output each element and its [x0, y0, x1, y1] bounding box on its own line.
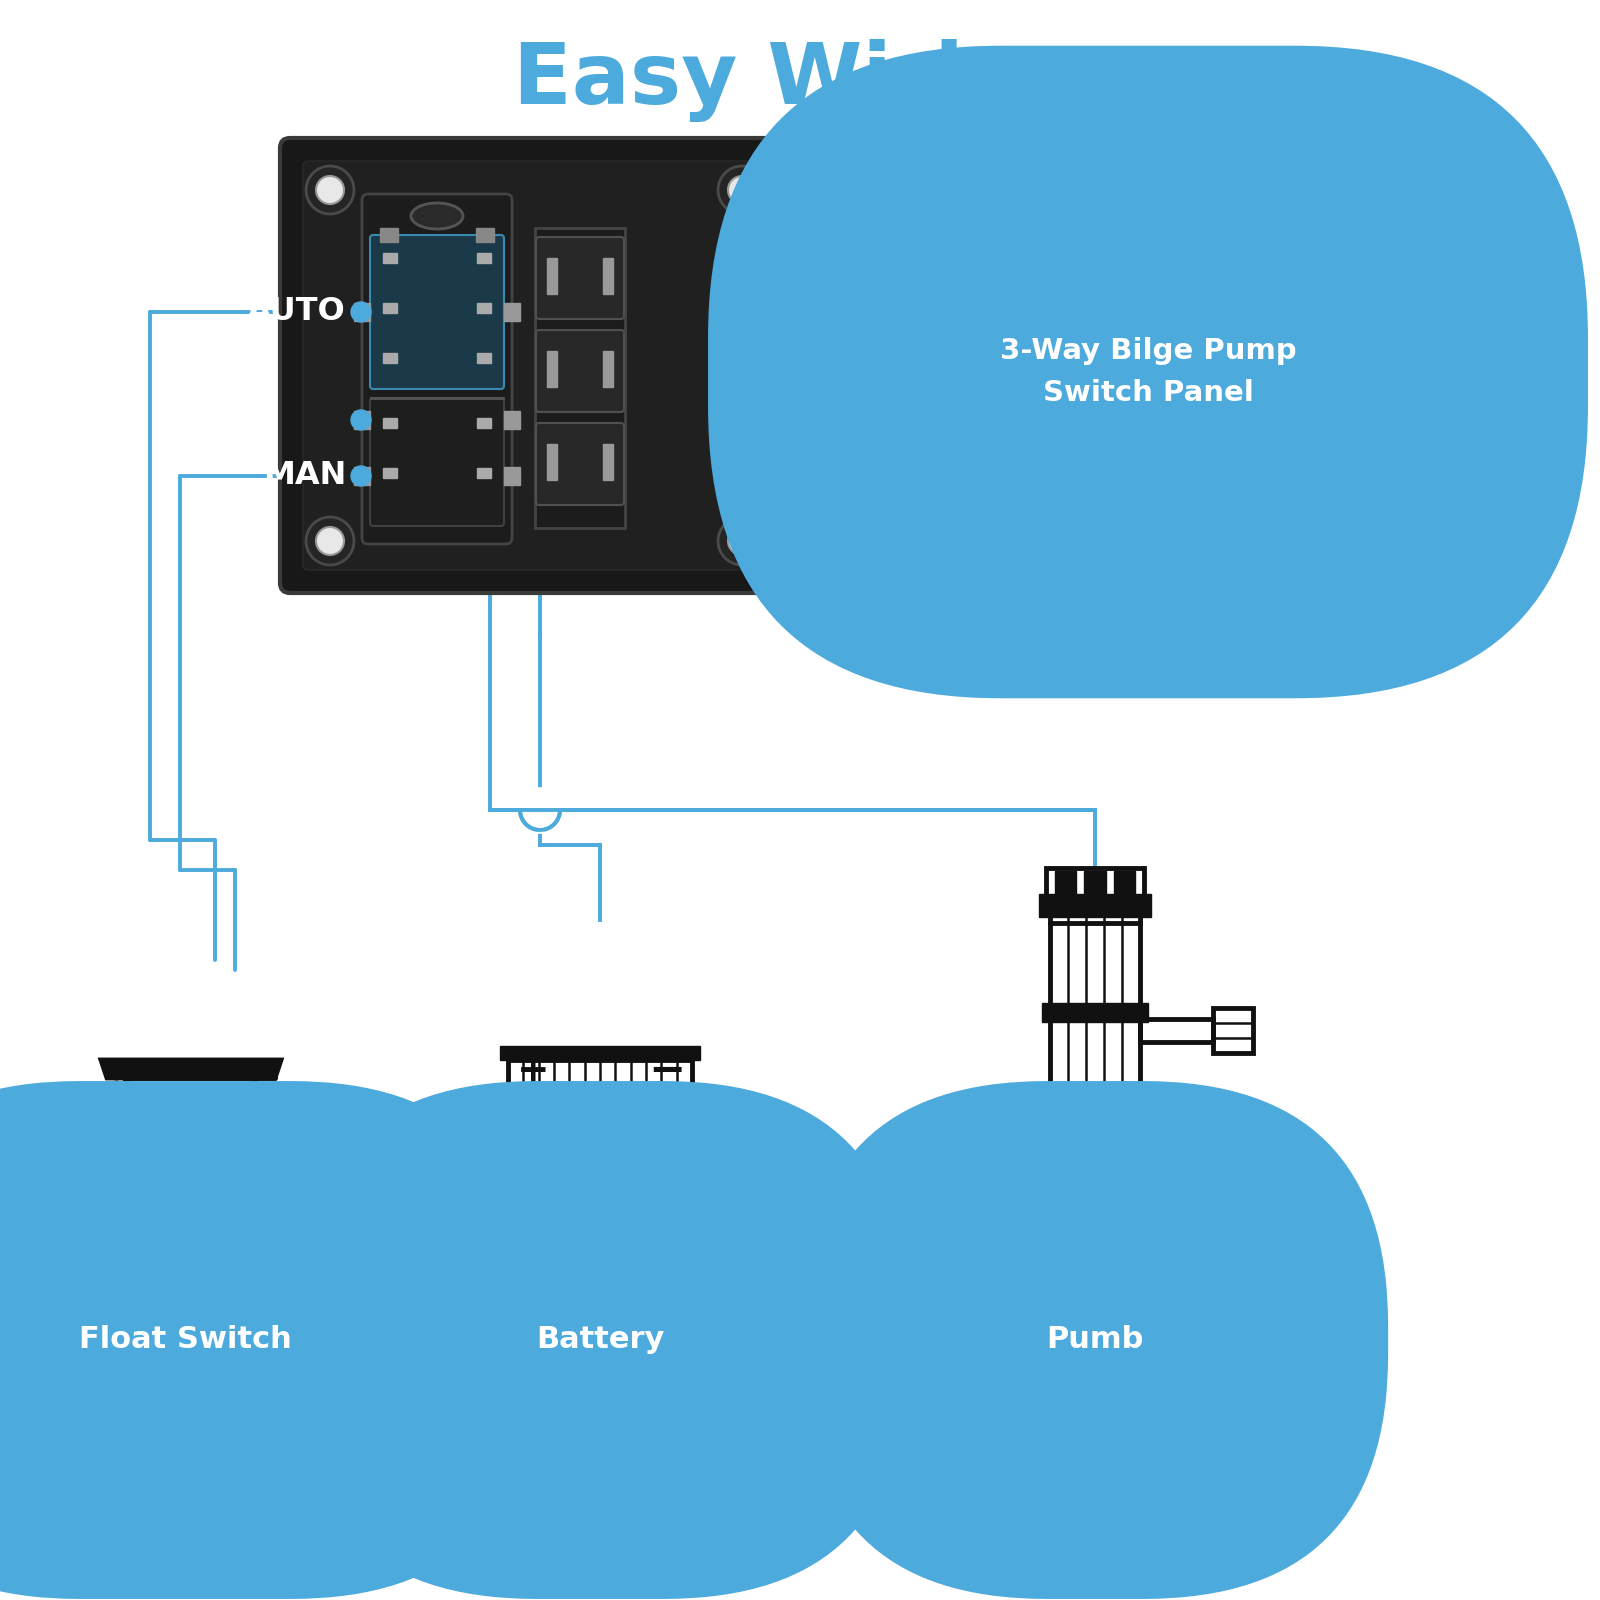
Bar: [1082, 1168, 1107, 1192]
Bar: [547, 1174, 573, 1195]
Circle shape: [306, 517, 354, 565]
Bar: [578, 1174, 603, 1195]
Circle shape: [718, 166, 766, 214]
Polygon shape: [101, 1059, 282, 1078]
Text: 3-Way Bilge Pump
Switch Panel: 3-Way Bilge Pump Switch Panel: [1000, 338, 1296, 406]
Bar: [525, 1198, 550, 1232]
Circle shape: [728, 176, 757, 203]
Bar: [534, 227, 626, 528]
Circle shape: [110, 1082, 123, 1093]
Bar: [504, 411, 520, 429]
Circle shape: [350, 410, 371, 430]
Bar: [1080, 1165, 1110, 1194]
Bar: [382, 467, 397, 478]
Bar: [1046, 867, 1144, 898]
Bar: [504, 467, 520, 485]
Bar: [1054, 870, 1077, 894]
Circle shape: [306, 166, 354, 214]
Bar: [1139, 1019, 1213, 1042]
FancyBboxPatch shape: [536, 237, 624, 318]
Text: Float Switch: Float Switch: [78, 1325, 291, 1355]
Circle shape: [718, 517, 766, 565]
Bar: [603, 258, 613, 294]
Bar: [477, 227, 494, 242]
Bar: [382, 354, 397, 363]
Bar: [509, 1173, 691, 1198]
Bar: [547, 443, 557, 480]
Bar: [382, 302, 397, 314]
Bar: [1070, 1125, 1120, 1165]
Bar: [477, 253, 491, 262]
Circle shape: [728, 526, 757, 555]
FancyBboxPatch shape: [280, 138, 792, 594]
Bar: [499, 1046, 701, 1059]
Circle shape: [526, 1221, 549, 1245]
Bar: [504, 302, 520, 322]
Text: −: −: [648, 1050, 685, 1093]
Circle shape: [350, 302, 371, 322]
Bar: [477, 354, 491, 363]
Bar: [381, 227, 398, 242]
Circle shape: [157, 1146, 176, 1165]
Bar: [637, 1174, 662, 1195]
Circle shape: [350, 466, 371, 486]
Circle shape: [651, 1221, 674, 1245]
Bar: [650, 1198, 675, 1232]
Bar: [354, 467, 370, 485]
Bar: [1085, 870, 1106, 894]
Text: Battery: Battery: [536, 1325, 664, 1355]
Text: AUTO: AUTO: [248, 296, 346, 328]
Bar: [547, 350, 557, 387]
Circle shape: [146, 1134, 189, 1178]
Text: Pumb: Pumb: [1046, 1325, 1144, 1355]
Ellipse shape: [411, 203, 462, 229]
Bar: [1050, 915, 1139, 1125]
Bar: [354, 302, 370, 322]
Bar: [477, 418, 491, 427]
Bar: [477, 302, 491, 314]
FancyBboxPatch shape: [302, 162, 770, 570]
Text: Easy Wiring: Easy Wiring: [514, 38, 1086, 122]
Bar: [603, 443, 613, 480]
Text: MAN: MAN: [262, 461, 346, 491]
FancyBboxPatch shape: [370, 235, 504, 389]
Bar: [382, 253, 397, 262]
Bar: [1114, 870, 1136, 894]
Bar: [667, 1174, 693, 1195]
Circle shape: [317, 526, 344, 555]
Bar: [603, 350, 613, 387]
Text: +: +: [517, 1051, 550, 1090]
Bar: [477, 467, 491, 478]
FancyBboxPatch shape: [536, 330, 624, 411]
Bar: [518, 1174, 544, 1195]
FancyBboxPatch shape: [370, 398, 504, 526]
Bar: [509, 1059, 691, 1174]
Bar: [608, 1174, 632, 1195]
Bar: [1040, 894, 1150, 917]
FancyBboxPatch shape: [536, 422, 624, 506]
FancyBboxPatch shape: [362, 194, 512, 544]
Circle shape: [317, 176, 344, 203]
Bar: [547, 258, 557, 294]
Bar: [1213, 1008, 1253, 1053]
Bar: [354, 411, 370, 429]
Bar: [1042, 1003, 1147, 1022]
Bar: [382, 418, 397, 427]
